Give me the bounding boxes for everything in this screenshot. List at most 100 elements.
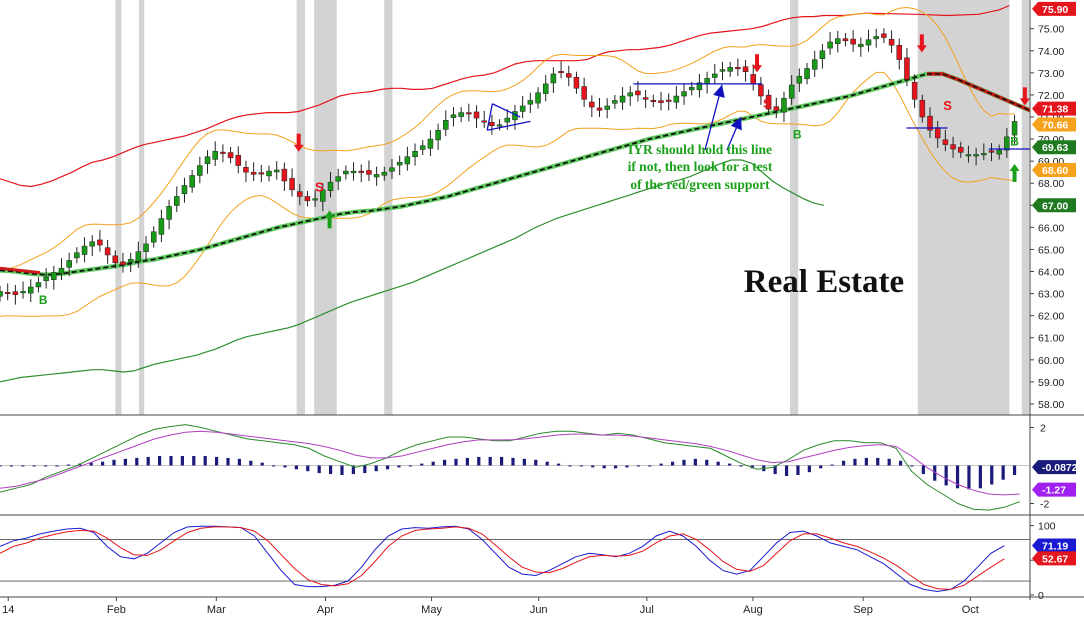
candle-body bbox=[811, 59, 818, 70]
candle-body bbox=[742, 66, 749, 72]
macd-value-label-bg bbox=[1032, 460, 1076, 475]
candle-body bbox=[1011, 121, 1018, 136]
candle-body bbox=[81, 245, 88, 255]
candle-body bbox=[858, 43, 864, 48]
lower-envelope-line bbox=[0, 159, 825, 383]
candle-body bbox=[4, 292, 11, 295]
macd-histogram-bar bbox=[283, 465, 287, 468]
highlight-band bbox=[917, 0, 1010, 415]
sell-arrow-head bbox=[752, 65, 763, 73]
candle-body bbox=[896, 45, 903, 60]
candle-body bbox=[673, 95, 680, 103]
macd-histogram-bar bbox=[648, 465, 652, 467]
macd-histogram-bar bbox=[294, 465, 298, 470]
candle-body bbox=[51, 272, 57, 280]
macd-histogram-bar bbox=[750, 465, 754, 469]
sell-arrow-head bbox=[293, 144, 304, 152]
candle-body bbox=[27, 286, 34, 294]
y-tick-label: 74.00 bbox=[1038, 46, 1064, 58]
candle-body bbox=[589, 101, 595, 108]
candle-body bbox=[827, 41, 833, 49]
highlight-band bbox=[314, 0, 337, 415]
candle-body bbox=[665, 99, 672, 102]
candle-body bbox=[957, 146, 964, 153]
candle-body bbox=[243, 167, 249, 173]
buy-label: B bbox=[1010, 134, 1019, 148]
candle-body bbox=[227, 152, 234, 159]
candle-body bbox=[220, 151, 226, 154]
highlight-band bbox=[296, 0, 305, 415]
macd-histogram-bar bbox=[876, 457, 880, 466]
macd-histogram-bar bbox=[192, 456, 196, 466]
trend-line bbox=[487, 120, 531, 131]
y-tick-label: 68.00 bbox=[1038, 178, 1064, 190]
candle-body bbox=[773, 106, 780, 111]
candle-body bbox=[450, 114, 457, 118]
macd-histogram-bar bbox=[442, 459, 447, 466]
price-value-label: 69.63 bbox=[1042, 142, 1068, 154]
buy-arrow-shaft bbox=[327, 216, 332, 229]
candle-body bbox=[74, 252, 80, 259]
candle-body bbox=[835, 38, 841, 44]
macd-histogram-bar bbox=[123, 458, 127, 466]
macd-histogram-bar bbox=[340, 465, 344, 475]
macd-histogram-bar bbox=[613, 465, 618, 469]
candle-body bbox=[865, 39, 872, 46]
candle-body bbox=[719, 69, 726, 72]
macd-histogram-bar bbox=[727, 463, 732, 466]
macd-histogram-bar bbox=[1001, 465, 1005, 480]
macd-histogram-bar bbox=[226, 457, 230, 466]
moving-average-line bbox=[0, 73, 1031, 276]
macd-histogram-bar bbox=[1012, 465, 1017, 475]
candle-body bbox=[796, 75, 803, 84]
candle-body bbox=[627, 92, 634, 97]
price-value-label-bg bbox=[1032, 162, 1076, 177]
x-tick-label: May bbox=[421, 604, 442, 616]
candle-body bbox=[481, 120, 487, 123]
macd-histogram-bar bbox=[454, 458, 458, 466]
candle-body bbox=[373, 174, 380, 178]
moving-average-left-stub bbox=[0, 266, 41, 275]
candle-body bbox=[519, 105, 526, 112]
candle-body bbox=[297, 191, 303, 197]
candle-body bbox=[904, 57, 910, 80]
sell-arrow-head bbox=[916, 45, 927, 53]
macd-histogram-bar bbox=[157, 456, 162, 466]
candle-body bbox=[435, 129, 441, 141]
candle-body bbox=[535, 92, 541, 104]
candle-body bbox=[927, 115, 933, 131]
macd-histogram-bar bbox=[260, 462, 264, 466]
candle-body bbox=[965, 154, 972, 157]
stochastic-y-tick-label: 100 bbox=[1038, 521, 1056, 533]
candle-body bbox=[681, 91, 687, 97]
candle-body bbox=[496, 124, 503, 127]
y-tick-label: 61.00 bbox=[1038, 333, 1064, 345]
macd-histogram-bar bbox=[682, 459, 686, 466]
candle-body bbox=[466, 112, 472, 115]
candle-body bbox=[558, 71, 564, 74]
stochastic-value-label: 71.19 bbox=[1042, 541, 1068, 553]
annotation-line-3: of the red/green support bbox=[630, 177, 770, 192]
macd-signal-line bbox=[0, 430, 1020, 496]
stochastic-value-label-bg bbox=[1032, 538, 1076, 553]
price-value-label-bg bbox=[1032, 198, 1076, 213]
x-tick-label: Feb bbox=[107, 604, 126, 616]
macd-histogram-bar bbox=[89, 462, 93, 466]
macd-histogram-bar bbox=[271, 465, 276, 467]
candle-body bbox=[404, 156, 411, 165]
macd-histogram-bar bbox=[933, 465, 937, 481]
macd-value-label: -1.27 bbox=[1042, 485, 1066, 497]
candle-body bbox=[266, 170, 272, 177]
candle-body bbox=[881, 33, 887, 38]
macd-histogram-bar bbox=[306, 465, 310, 472]
x-tick-label: Oct bbox=[962, 604, 979, 616]
macd-histogram-bar bbox=[203, 456, 207, 466]
trend-line bbox=[492, 103, 521, 118]
macd-histogram-bar bbox=[784, 465, 789, 476]
y-tick-label: 73.00 bbox=[1038, 68, 1064, 80]
buy-label: B bbox=[39, 293, 48, 307]
candle-body bbox=[950, 144, 956, 150]
candle-body bbox=[788, 84, 795, 99]
